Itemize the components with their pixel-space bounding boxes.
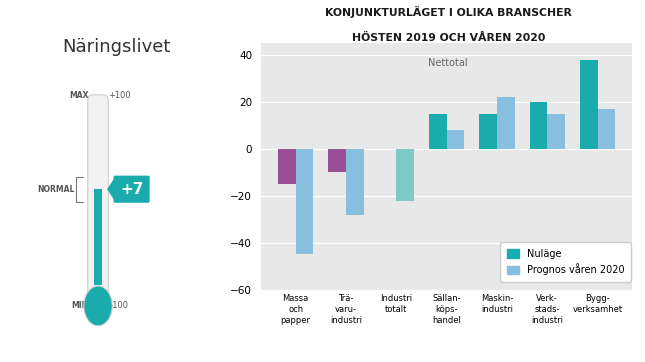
Bar (497, 97, 515, 149)
Circle shape (84, 286, 112, 326)
Text: MAX: MAX (69, 92, 88, 100)
FancyBboxPatch shape (88, 95, 108, 296)
Text: +100: +100 (108, 92, 131, 100)
Bar (580, 60, 598, 149)
Text: +7: +7 (120, 182, 143, 197)
Bar (548, 114, 565, 149)
Bar (295, 149, 313, 254)
Text: –100: –100 (108, 302, 128, 310)
Bar (396, 149, 414, 201)
Bar (598, 109, 615, 149)
Text: 0: 0 (108, 185, 114, 194)
Bar (429, 114, 446, 149)
Text: NORMAL: NORMAL (37, 185, 74, 194)
Bar (278, 149, 295, 184)
Text: Näringslivet: Näringslivet (62, 38, 170, 56)
Bar (346, 149, 364, 215)
Bar (94, 189, 102, 285)
Polygon shape (107, 177, 115, 201)
Bar (446, 130, 464, 149)
Bar (530, 102, 548, 149)
Text: Nettotal: Nettotal (428, 58, 468, 68)
Bar (479, 114, 497, 149)
FancyBboxPatch shape (114, 176, 150, 203)
Text: HÖSTEN 2019 OCH VÅREN 2020: HÖSTEN 2019 OCH VÅREN 2020 (352, 33, 545, 43)
Text: KONJUNKTURLÄGET I OLIKA BRANSCHER: KONJUNKTURLÄGET I OLIKA BRANSCHER (325, 5, 571, 17)
Bar (328, 149, 346, 172)
Text: MIN: MIN (72, 302, 88, 310)
Legend: Nuläge, Prognos våren 2020: Nuläge, Prognos våren 2020 (501, 242, 631, 282)
